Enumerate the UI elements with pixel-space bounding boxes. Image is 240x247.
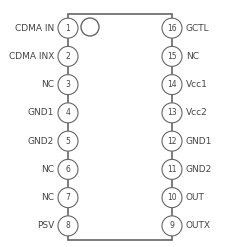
Bar bbox=[68, 14, 172, 240]
Circle shape bbox=[58, 216, 78, 236]
Text: 9: 9 bbox=[170, 221, 174, 230]
Circle shape bbox=[162, 18, 182, 38]
Text: 10: 10 bbox=[167, 193, 177, 202]
Circle shape bbox=[162, 216, 182, 236]
Text: 7: 7 bbox=[66, 193, 70, 202]
Circle shape bbox=[162, 159, 182, 179]
Text: PSV: PSV bbox=[37, 221, 54, 230]
Text: CDMA INX: CDMA INX bbox=[9, 52, 54, 61]
Circle shape bbox=[162, 103, 182, 123]
Circle shape bbox=[58, 103, 78, 123]
Circle shape bbox=[162, 188, 182, 208]
Text: 5: 5 bbox=[66, 137, 70, 146]
Text: OUTX: OUTX bbox=[186, 221, 211, 230]
Text: 3: 3 bbox=[66, 80, 70, 89]
Circle shape bbox=[162, 131, 182, 151]
Text: NC: NC bbox=[41, 193, 54, 202]
Text: Vcc1: Vcc1 bbox=[186, 80, 208, 89]
Circle shape bbox=[58, 131, 78, 151]
Circle shape bbox=[58, 75, 78, 95]
Text: 13: 13 bbox=[167, 108, 177, 117]
Text: GND2: GND2 bbox=[28, 137, 54, 146]
Text: 6: 6 bbox=[66, 165, 70, 174]
Circle shape bbox=[81, 18, 99, 36]
Text: NC: NC bbox=[41, 165, 54, 174]
Text: 12: 12 bbox=[167, 137, 177, 146]
Text: NC: NC bbox=[186, 52, 199, 61]
Circle shape bbox=[58, 159, 78, 179]
Text: GND2: GND2 bbox=[186, 165, 212, 174]
Circle shape bbox=[162, 75, 182, 95]
Text: GCTL: GCTL bbox=[186, 24, 210, 33]
Circle shape bbox=[162, 46, 182, 66]
Text: NC: NC bbox=[41, 80, 54, 89]
Text: 14: 14 bbox=[167, 80, 177, 89]
Circle shape bbox=[58, 46, 78, 66]
Text: 2: 2 bbox=[66, 52, 70, 61]
Text: 16: 16 bbox=[167, 24, 177, 33]
Text: CDMA IN: CDMA IN bbox=[15, 24, 54, 33]
Text: 11: 11 bbox=[167, 165, 177, 174]
Text: 8: 8 bbox=[66, 221, 70, 230]
Text: 15: 15 bbox=[167, 52, 177, 61]
Circle shape bbox=[58, 18, 78, 38]
Text: Vcc2: Vcc2 bbox=[186, 108, 208, 117]
Text: GND1: GND1 bbox=[28, 108, 54, 117]
Text: 4: 4 bbox=[66, 108, 70, 117]
Text: GND1: GND1 bbox=[186, 137, 212, 146]
Text: OUT: OUT bbox=[186, 193, 205, 202]
Text: 1: 1 bbox=[66, 24, 70, 33]
Circle shape bbox=[58, 188, 78, 208]
